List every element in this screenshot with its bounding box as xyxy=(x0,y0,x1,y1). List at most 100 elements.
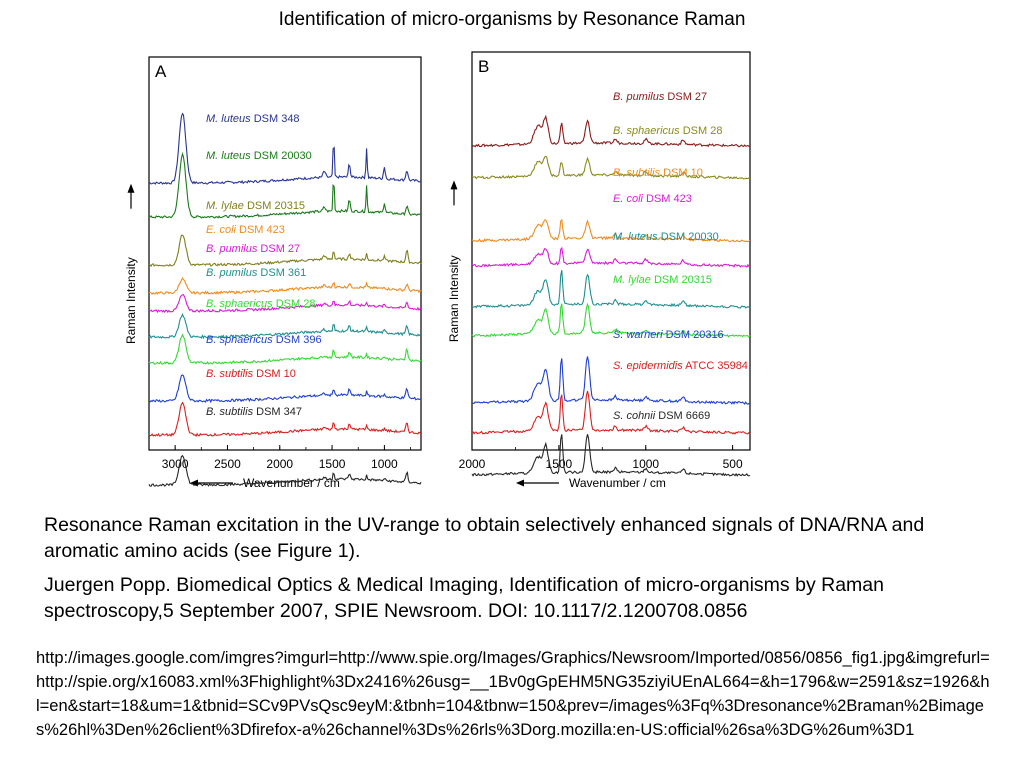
series-strain: DSM 361 xyxy=(257,267,306,279)
y-axis-arrowhead xyxy=(127,183,135,193)
spectrum-line xyxy=(471,114,751,148)
series-species: B. sphaericus xyxy=(613,125,680,137)
x-axis-label: Wavenumber / cm-1 xyxy=(569,476,666,490)
figure: A 3000 2500 2000 1500 1000 Wavenumber / cm-1 Ra… xyxy=(124,51,751,490)
series-strain: DSM 396 xyxy=(273,334,322,346)
spectrum-line xyxy=(148,151,422,219)
series-species: B. subtilis xyxy=(206,368,254,380)
plot-frame xyxy=(471,51,751,451)
series-species: M. luteus xyxy=(206,113,251,125)
series-species: M. luteus xyxy=(206,150,251,162)
series-species: M. lylae xyxy=(613,274,651,286)
spectrum-line xyxy=(148,234,422,268)
series-strain: DSM 10 xyxy=(253,368,296,380)
spectrum-line xyxy=(148,454,422,487)
series-label: M. luteus DSM 20030 xyxy=(613,231,719,243)
spectrum-line xyxy=(148,112,422,185)
spectrum-line xyxy=(471,390,751,435)
series-strain: DSM 20030 xyxy=(251,150,312,162)
series-label: E. coli DSM 423 xyxy=(206,224,285,236)
source-url: http://images.google.com/imgres?imgurl=h… xyxy=(36,649,990,739)
series-label: B. subtilis DSM 10 xyxy=(206,368,296,380)
spectrum-line xyxy=(471,434,751,477)
caption: Resonance Raman excitation in the UV-ran… xyxy=(44,512,984,624)
series-label: B. sphaericus DSM 396 xyxy=(206,334,322,346)
series-label: B. pumilus DSM 361 xyxy=(206,267,306,279)
series-strain: DSM 28 xyxy=(273,298,316,310)
series-label: M. luteus DSM 348 xyxy=(206,113,300,125)
spectrum-line xyxy=(471,270,751,309)
caption-reference: Juergen Popp. Biomedical Optics & Medica… xyxy=(44,574,884,622)
series-species: B. pumilus xyxy=(206,243,258,255)
series-label: E. coli DSM 423 xyxy=(613,193,692,205)
series-strain: DSM 27 xyxy=(257,243,300,255)
series-strain: DSM 348 xyxy=(251,113,300,125)
x-tick-label: 500 xyxy=(723,457,743,471)
x-axis-arrowhead xyxy=(516,479,524,487)
series-species: B. subtilis xyxy=(613,167,661,179)
series-strain: DSM 6669 xyxy=(655,410,710,422)
series-label: M. luteus DSM 20030 xyxy=(206,150,312,162)
series-species: B. subtilis xyxy=(206,406,254,418)
plot-frame xyxy=(148,56,422,451)
series-strain: DSM 10 xyxy=(660,167,703,179)
spectrum-line xyxy=(148,333,422,365)
spectrum-line xyxy=(471,155,751,180)
x-tick-label: 3000 xyxy=(162,457,189,471)
series-strain: ATCC 35984 xyxy=(683,360,748,372)
y-axis-label: Raman Intensity xyxy=(124,257,138,344)
y-axis-label: Raman Intensity xyxy=(447,255,461,342)
spectrum-line xyxy=(148,401,422,438)
series-strain: DSM 20315 xyxy=(651,274,712,286)
series-strain: DSM 20030 xyxy=(658,231,719,243)
series-label: S. cohnii DSM 6669 xyxy=(613,410,710,422)
x-tick-label: 1000 xyxy=(632,457,659,471)
spectrum-line xyxy=(148,312,422,340)
series-species: B. pumilus xyxy=(613,91,665,103)
series-strain: DSM 20315 xyxy=(244,200,305,212)
series-species: S. cohnii xyxy=(613,410,656,422)
spectrum-line xyxy=(471,356,751,405)
series-strain: DSM 423 xyxy=(643,193,692,205)
series-strain: DSM 28 xyxy=(680,125,723,137)
series-species: S. warneri xyxy=(613,329,663,341)
series-label: B. pumilus DSM 27 xyxy=(613,91,707,103)
series-label: M. lylae DSM 20315 xyxy=(206,200,305,212)
spectrum-line xyxy=(148,294,422,314)
series-strain: DSM 20316 xyxy=(663,329,724,341)
series-species: E. coli xyxy=(613,193,644,205)
series-species: B. sphaericus xyxy=(206,334,273,346)
series-label: B. subtilis DSM 10 xyxy=(613,167,703,179)
series-strain: DSM 423 xyxy=(236,224,285,236)
panel-letter: A xyxy=(155,62,167,81)
spectrum-line xyxy=(148,276,422,295)
spectrum-line xyxy=(471,246,751,269)
spectrum-line xyxy=(471,218,751,243)
series-label: B. sphaericus DSM 28 xyxy=(613,125,722,137)
series-species: S. epidermidis xyxy=(613,360,683,372)
series-strain: DSM 27 xyxy=(664,91,707,103)
caption-description: Resonance Raman excitation in the UV-ran… xyxy=(44,514,925,562)
series-species: B. pumilus xyxy=(206,267,258,279)
series-species: E. coli xyxy=(206,224,237,236)
series-label: B. sphaericus DSM 28 xyxy=(206,298,315,310)
series-label: S. epidermidis ATCC 35984 xyxy=(613,360,748,372)
series-species: M. lylae xyxy=(206,200,244,212)
series-label: B. pumilus DSM 27 xyxy=(206,243,300,255)
x-tick-label: 2000 xyxy=(266,457,293,471)
series-label: S. warneri DSM 20316 xyxy=(613,329,724,341)
slide-title: Identification of micro-organisms by Res… xyxy=(278,9,746,30)
spectrum-line xyxy=(471,302,751,339)
panel-letter: B xyxy=(478,57,489,76)
spectrum-line xyxy=(148,374,422,404)
series-species: M. luteus xyxy=(613,231,658,243)
y-axis-arrowhead xyxy=(450,180,458,190)
x-tick-label: 2000 xyxy=(459,457,486,471)
x-tick-label: 1000 xyxy=(371,457,398,471)
series-label: M. lylae DSM 20315 xyxy=(613,274,712,286)
series-strain: DSM 347 xyxy=(253,406,302,418)
series-label: B. subtilis DSM 347 xyxy=(206,406,302,418)
series-species: B. sphaericus xyxy=(206,298,273,310)
